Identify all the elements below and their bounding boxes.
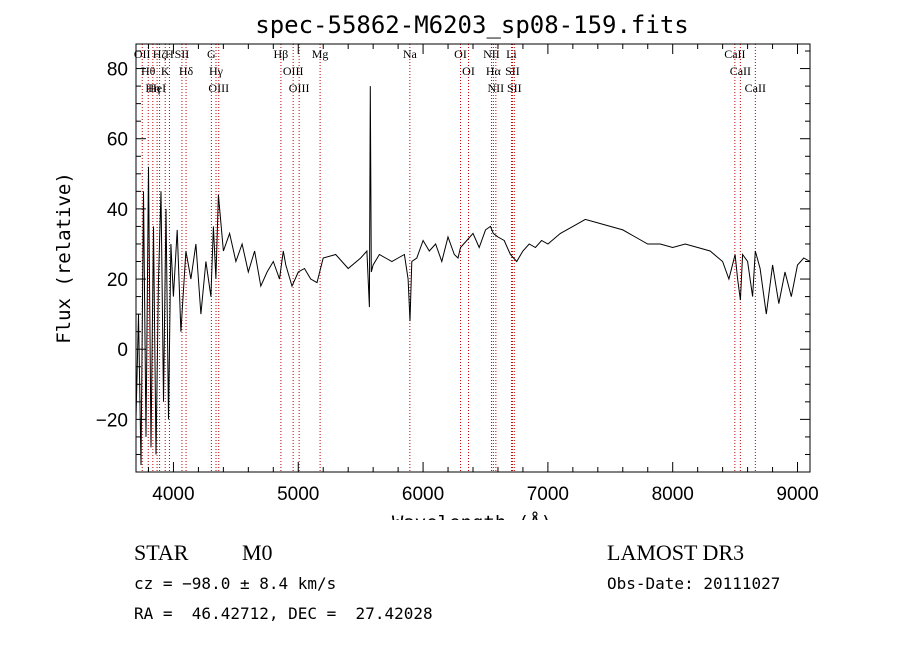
line-marker-label-22: Li <box>506 47 517 61</box>
line-marker-label-2: Hη <box>145 81 160 95</box>
line-marker-label-18: OI <box>462 64 475 78</box>
line-marker-label-23: SII <box>505 64 520 78</box>
survey-name: LAMOST DR3 <box>607 540 745 565</box>
y-axis-ticks: −20 0 20 40 60 80 <box>96 50 810 455</box>
x-tick-label-4000: 4000 <box>152 484 194 505</box>
line-marker-label-25: CaII <box>724 47 745 61</box>
y-axis-label: Flux (relative) <box>53 172 75 344</box>
x-tick-label-6000: 6000 <box>402 484 444 505</box>
line-marker-label-13: OIII <box>283 64 304 78</box>
line-marker-label-6: H <box>165 47 174 61</box>
line-marker-label-5: K <box>161 64 170 78</box>
object-class: STAR <box>134 540 189 565</box>
y-tick-label-40: 40 <box>107 200 128 221</box>
line-marker-label-26: CaII <box>730 64 751 78</box>
redshift-velocity: cz = −98.0 ± 8.4 km/s <box>134 574 337 593</box>
line-marker-label-11: OIII <box>208 81 229 95</box>
line-marker-label-3: HeI <box>148 81 166 95</box>
object-subclass: M0 <box>242 540 273 565</box>
y-tick-label--20: −20 <box>96 410 128 431</box>
line-marker-label-1: Hθ <box>141 64 156 78</box>
line-marker-label-15: Mg <box>312 47 329 61</box>
line-marker-label-21: NII <box>488 81 505 95</box>
x-tick-label-8000: 8000 <box>652 484 694 505</box>
y-tick-label-0: 0 <box>117 340 128 361</box>
line-marker-label-12: Hβ <box>274 47 289 61</box>
line-marker-label-9: G <box>207 47 216 61</box>
x-tick-label-9000: 9000 <box>776 484 818 505</box>
spectrum-series-line <box>135 86 811 466</box>
x-tick-label-7000: 7000 <box>527 484 569 505</box>
line-marker-label-10: Hγ <box>209 64 224 78</box>
line-marker-label-19: NII <box>483 47 500 61</box>
line-marker-label-14: OIII <box>289 81 310 95</box>
sky-coordinates: RA = 46.42712, DEC = 27.42028 <box>134 604 433 623</box>
line-marker-label-4: Hζ <box>153 47 167 61</box>
y-tick-label-20: 20 <box>107 270 128 291</box>
x-tick-label-5000: 5000 <box>277 484 319 505</box>
line-markers <box>141 44 756 472</box>
line-marker-label-27: CaII <box>745 81 766 95</box>
spectrum-chart: spec-55862-M6203_sp08-159.fits OII Hθ HηHe… <box>53 11 819 520</box>
line-marker-label-24: SII <box>507 81 522 95</box>
y-tick-label-60: 60 <box>107 130 128 151</box>
line-marker-label-8: Hδ <box>179 64 194 78</box>
line-marker-label-20: Hα <box>486 64 502 78</box>
y-tick-label-80: 80 <box>107 60 128 81</box>
x-axis-label: Wavelength (Å) <box>392 511 552 520</box>
line-marker-label-17: OI <box>454 47 467 61</box>
x-axis-ticks: 4000 5000 6000 7000 8000 9000 <box>147 44 819 505</box>
chart-title: spec-55862-M6203_sp08-159.fits <box>255 11 688 39</box>
observation-date: Obs-Date: 20111027 <box>607 574 781 593</box>
line-marker-label-7: SII <box>175 47 190 61</box>
line-marker-label-0: OII <box>134 47 151 61</box>
line-marker-label-16: Na <box>403 47 418 61</box>
